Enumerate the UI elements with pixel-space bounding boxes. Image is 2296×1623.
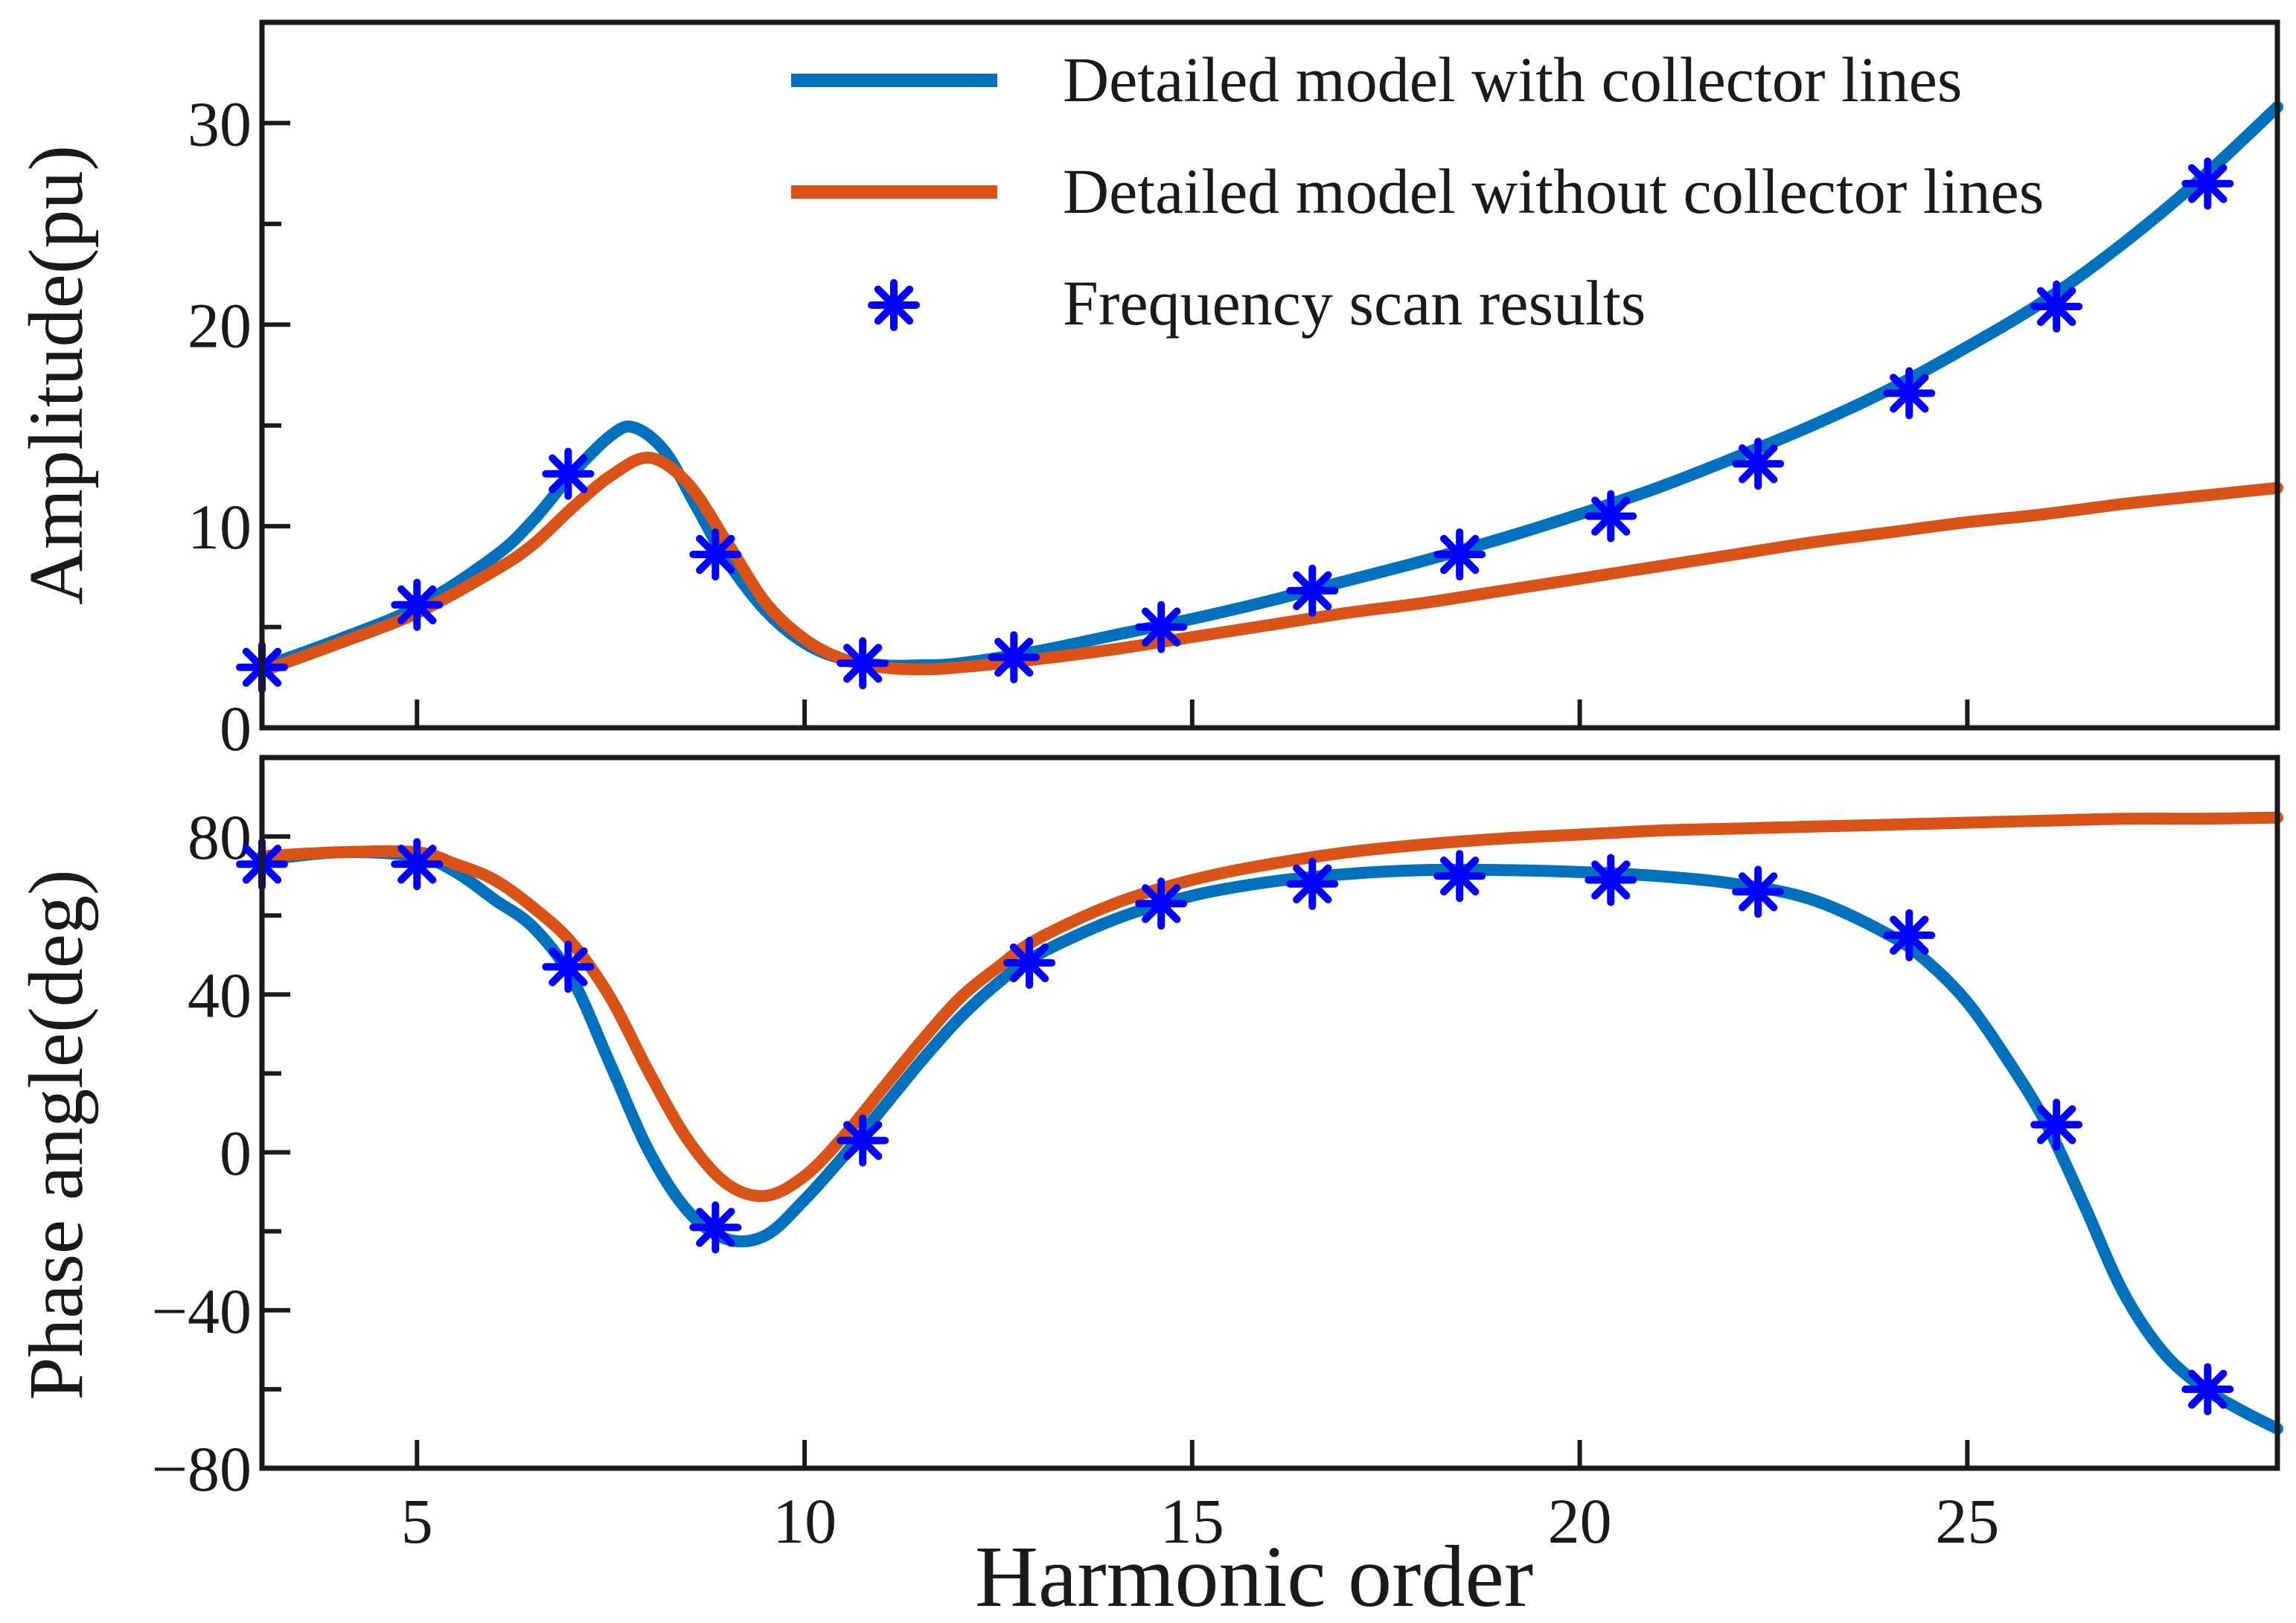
amplitude-scan-markers bbox=[236, 157, 2234, 694]
amplitude-panel: 0 10 20 30 Amplitude(pu) bbox=[13, 19, 2283, 764]
amplitude-y-label: Amplitude(pu) bbox=[13, 145, 99, 605]
ph-scan-point bbox=[837, 1114, 889, 1167]
amplitude-x-ticks bbox=[415, 700, 1970, 728]
ph-line-with-collector bbox=[256, 846, 2283, 1435]
phase-axes-frame bbox=[259, 755, 2280, 1471]
amplitude-axes-frame bbox=[259, 19, 2280, 731]
amp-y-tick-label: 0 bbox=[220, 693, 252, 764]
ph-scan-point bbox=[1585, 854, 1637, 906]
amp-scan-point bbox=[1433, 528, 1486, 581]
amp-line-without-collector bbox=[256, 452, 2283, 678]
amp-scan-point bbox=[2030, 280, 2083, 333]
ph-scan-point bbox=[1286, 857, 1339, 910]
phase-x-ticks: 5 10 15 20 25 bbox=[401, 1440, 1999, 1557]
ph-x-tick-label: 25 bbox=[1935, 1485, 1999, 1557]
phase-series bbox=[256, 811, 2283, 1435]
phase-scan-markers bbox=[236, 838, 2234, 1415]
ph-scan-point bbox=[1135, 877, 1188, 930]
ph-y-tick-label: 0 bbox=[220, 1118, 252, 1189]
ph-x-tick-label: 20 bbox=[1548, 1485, 1612, 1557]
amp-line-with-collector bbox=[256, 100, 2283, 673]
ph-y-tick-label: 40 bbox=[188, 959, 252, 1031]
amp-y-tick-label: 20 bbox=[188, 289, 252, 361]
legend-label-frequency-scan: Frequency scan results bbox=[1063, 267, 1646, 339]
legend-scan-marker-icon bbox=[868, 279, 920, 331]
ph-y-tick-label: −80 bbox=[151, 1433, 252, 1505]
ph-scan-point bbox=[391, 838, 444, 891]
amp-scan-point bbox=[391, 578, 444, 631]
ph-x-tick-label: 5 bbox=[401, 1485, 433, 1557]
ph-scan-point bbox=[2030, 1098, 2083, 1151]
amp-y-tick-label: 30 bbox=[188, 88, 252, 159]
amp-scan-point bbox=[988, 631, 1040, 684]
amp-scan-point bbox=[1286, 564, 1339, 617]
ph-scan-point bbox=[1433, 850, 1486, 903]
ph-scan-point bbox=[2181, 1363, 2234, 1415]
ph-scan-point bbox=[1732, 865, 1785, 918]
x-axis-label: Harmonic order bbox=[975, 1528, 1533, 1623]
ph-x-tick-label: 15 bbox=[1160, 1485, 1224, 1557]
amp-scan-point bbox=[542, 447, 595, 500]
ph-scan-point bbox=[689, 1201, 742, 1254]
ph-scan-point bbox=[1883, 909, 1936, 961]
amp-scan-point bbox=[1585, 490, 1637, 542]
ph-scan-point bbox=[1003, 936, 1056, 989]
ph-line-without-collector bbox=[256, 811, 2283, 1203]
legend-asterisk-glyph bbox=[868, 279, 920, 331]
amp-scan-point bbox=[837, 637, 889, 690]
amplitude-series bbox=[256, 100, 2283, 678]
amp-scan-point bbox=[1135, 601, 1188, 653]
amp-y-tick-label: 10 bbox=[188, 491, 252, 563]
amp-scan-point bbox=[2181, 157, 2234, 210]
amp-scan-point bbox=[689, 528, 742, 581]
ph-x-tick-label: 10 bbox=[773, 1485, 837, 1557]
ph-y-tick-label: −40 bbox=[151, 1275, 252, 1347]
legend: Detailed model with collector lines Deta… bbox=[791, 44, 2044, 339]
legend-label-without-collector: Detailed model without collector lines bbox=[1063, 156, 2044, 227]
amp-scan-point bbox=[1883, 367, 1936, 420]
legend-label-with-collector: Detailed model with collector lines bbox=[1063, 44, 1962, 115]
amplitude-y-ticks: 0 10 20 30 bbox=[188, 20, 290, 764]
amp-scan-point bbox=[1732, 438, 1785, 490]
phase-y-label: Phase angle(deg) bbox=[13, 869, 99, 1400]
ph-scan-point bbox=[542, 941, 595, 993]
